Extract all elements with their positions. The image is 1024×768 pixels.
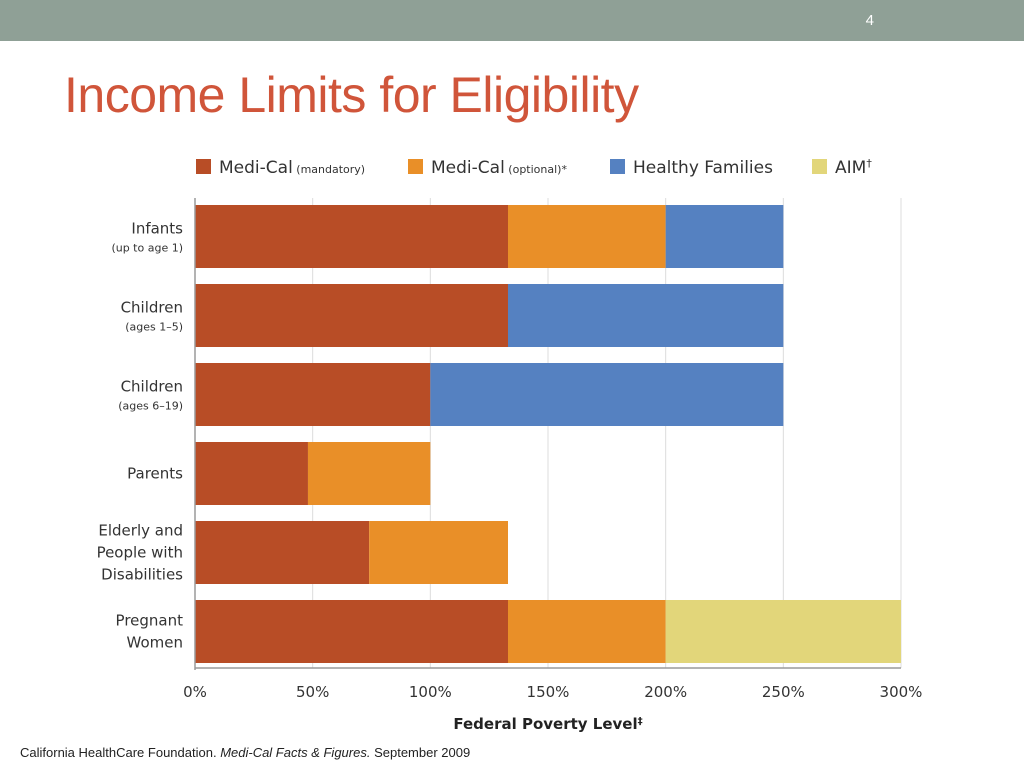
bar-segment-row4-series1 bbox=[195, 442, 308, 505]
chart-legend: Medi-Cal (mandatory) Medi-Cal (optional)*… bbox=[196, 157, 872, 179]
bar-segment-row2-series3 bbox=[507, 284, 784, 347]
legend-item-1: Medi-Cal (mandatory) bbox=[196, 158, 365, 178]
category-labels: Infants (up to age 1) Children (ages 1–5) Ch… bbox=[97, 220, 184, 652]
category-label-3: Children bbox=[121, 378, 183, 396]
category-sublabel-1: (up to age 1) bbox=[111, 242, 183, 255]
bar-segment-row6-series4 bbox=[665, 600, 901, 663]
category-label-2: Children bbox=[121, 299, 183, 317]
legend-label-1: Medi-Cal (mandatory) bbox=[219, 158, 365, 178]
legend-label-3: Healthy Families bbox=[633, 158, 773, 178]
x-axis-label: Federal Poverty Level‡ bbox=[453, 715, 642, 733]
bar-segment-row1-series2 bbox=[507, 205, 666, 268]
x-tick-label-150: 150% bbox=[527, 683, 570, 701]
bar-segment-row6-series1 bbox=[195, 600, 508, 663]
bar-segment-row5-series1 bbox=[195, 521, 370, 584]
legend-label-4: AIM† bbox=[835, 157, 872, 179]
bar-segment-row1-series3 bbox=[665, 205, 784, 268]
bar-segment-row5-series2 bbox=[369, 521, 508, 584]
slide-number: 4 bbox=[865, 12, 874, 29]
category-label-1: Infants bbox=[131, 220, 183, 238]
legend-item-2: Medi-Cal (optional)* bbox=[408, 158, 567, 178]
chart-bars bbox=[195, 205, 901, 663]
category-label-6: Women bbox=[127, 634, 183, 652]
legend-swatch-1 bbox=[196, 159, 211, 174]
x-tick-label-250: 250% bbox=[762, 683, 805, 701]
bar-segment-row3-series1 bbox=[195, 363, 431, 426]
footer-source: California HealthCare Foundation. bbox=[20, 745, 217, 760]
chart-axes bbox=[194, 198, 901, 670]
x-tick-label-0: 0% bbox=[183, 683, 207, 701]
chart-grid bbox=[312, 198, 902, 668]
legend-swatch-3 bbox=[610, 159, 625, 174]
source-footer: California HealthCare Foundation. Medi-C… bbox=[20, 745, 470, 760]
legend-swatch-4 bbox=[812, 159, 827, 174]
legend-item-4: AIM† bbox=[812, 157, 872, 179]
x-tick-label-300: 300% bbox=[880, 683, 923, 701]
x-tick-labels: 0% 50% 100% 150% 200% 250% 300% bbox=[183, 683, 922, 701]
category-sublabel-2: (ages 1–5) bbox=[125, 321, 183, 334]
category-label-4: Parents bbox=[127, 465, 183, 483]
top-bar: 4 bbox=[0, 0, 1024, 41]
footer-publication: Medi-Cal Facts & Figures. bbox=[220, 745, 371, 760]
bar-segment-row4-series2 bbox=[307, 442, 431, 505]
category-label-5: Elderly and bbox=[98, 522, 183, 540]
x-tick-label-100: 100% bbox=[409, 683, 452, 701]
category-label-5: Disabilities bbox=[101, 566, 183, 584]
x-tick-label-50: 50% bbox=[296, 683, 329, 701]
slide-title: Income Limits for Eligibility bbox=[64, 67, 639, 123]
legend-swatch-2 bbox=[408, 159, 423, 174]
category-label-6: Pregnant bbox=[116, 612, 184, 630]
legend-label-2: Medi-Cal (optional)* bbox=[431, 158, 567, 178]
bar-segment-row1-series1 bbox=[195, 205, 508, 268]
x-tick-label-200: 200% bbox=[644, 683, 687, 701]
bar-segment-row3-series3 bbox=[430, 363, 784, 426]
legend-item-3: Healthy Families bbox=[610, 158, 773, 178]
category-label-5: People with bbox=[97, 544, 183, 562]
bar-segment-row6-series2 bbox=[507, 600, 666, 663]
category-sublabel-3: (ages 6–19) bbox=[118, 400, 183, 413]
bar-segment-row2-series1 bbox=[195, 284, 508, 347]
footer-date: September 2009 bbox=[374, 745, 471, 760]
